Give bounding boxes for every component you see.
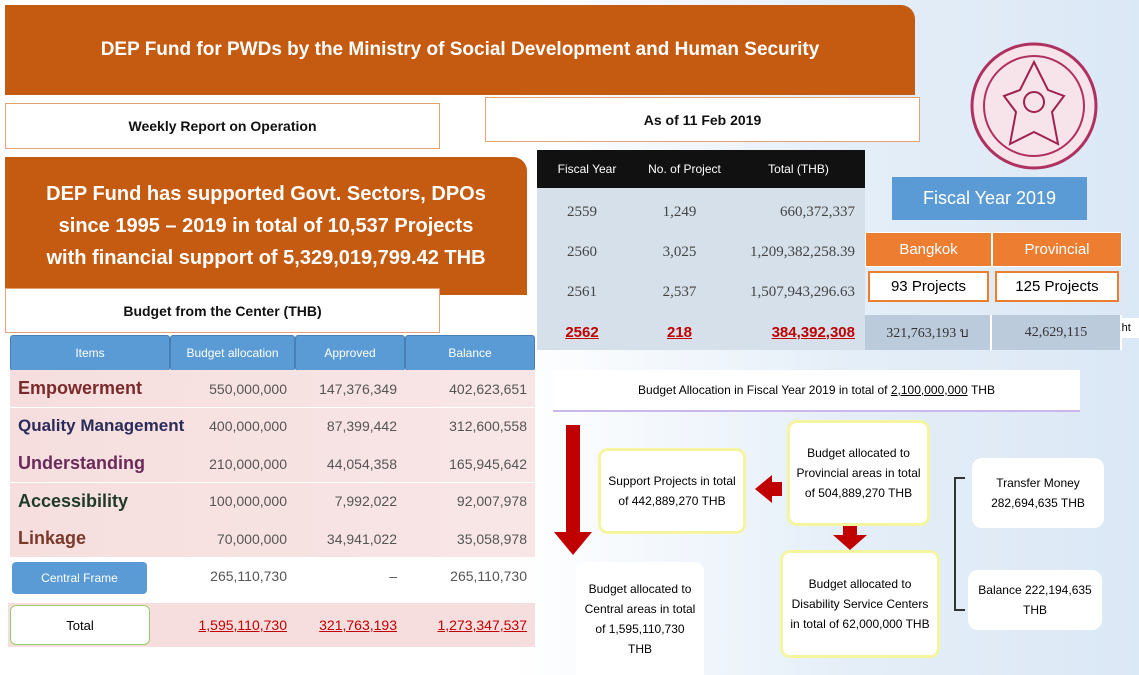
budget-value: 34,941,022 [326,530,397,547]
fiscal-header: No. of Project [637,150,732,188]
item-name: Quality Management [18,416,185,435]
fiscal-cell: 2,537 [662,283,697,300]
row-bg: Accessibility [10,482,535,520]
fiscal-cell: 3,025 [662,243,697,260]
budget-value: 165,945,642 [449,455,527,472]
item-name: Accessibility [18,490,129,511]
flow-arrows [554,425,965,611]
row-bg: Linkage [10,520,535,557]
item-name: Empowerment [18,378,143,398]
fiscal-cell: 2561 [567,283,597,300]
total-label: Total [10,605,150,645]
fy-column: Bangkok [865,232,992,267]
fiscal-cell: 1,209,382,258.39 [750,243,855,260]
fy-column: Provincial [992,232,1122,267]
row-bg: Empowerment [10,370,535,407]
central-box: Budget allocated to Central areas in tot… [576,562,704,675]
provincial-box: Budget allocated to Provincial areas in … [787,420,930,526]
budget-value: – [389,568,397,584]
total-value: 1,273,347,537 [437,617,527,633]
budget-header: Budget allocation [170,335,295,371]
budget-value: 400,000,000 [209,418,287,434]
budget-value: 87,399,442 [326,418,397,434]
budget-header: Items [10,335,170,371]
centers-box: Budget allocated to Disability Service C… [780,550,940,658]
item-name: Linkage [18,528,87,548]
row-bg: Understanding [10,445,535,482]
summary: DEP Fund has supported Govt. Sectors, DP… [5,157,527,295]
item-button: Central Frame [12,561,147,594]
allocation-unit: THB [970,383,995,397]
report-date: As of 11 Feb 2019 [485,97,920,142]
budget-value: 100,000,000 [209,493,287,509]
row-bg: Quality Management [10,407,535,445]
fiscal-cell: 1,507,943,296.63 [750,283,855,300]
budget-value: 35,058,978 [456,530,527,547]
budget-value: 147,376,349 [319,380,397,397]
fiscal-header: Total (THB) [732,150,865,188]
total-value: 1,595,110,730 [198,617,288,633]
fiscal-cell: 660,372,337 [780,203,855,220]
budget-value: 550,000,000 [209,380,287,397]
fiscal-cell: 1,249 [662,203,697,220]
budget-title: Budget from the Center (THB) [5,288,440,333]
header-title: DEP Fund for PWDs by the Ministry of Soc… [5,5,915,95]
support-box: Support Projects in total of 442,889,270… [598,448,746,534]
weekly-report: Weekly Report on Operation [5,103,440,149]
fy-amount: 42,629,115 [992,315,1122,350]
allocation-title-prefix: Budget Allocation in Fiscal Year 2019 in… [638,383,888,397]
allocation-amount: 2,100,000,000 [890,383,968,397]
budget-value: 70,000,000 [216,530,287,547]
fiscal-cell: 384,392,308 [771,323,855,341]
budget-value: 92,007,978 [456,493,527,509]
budget-value: 265,110,730 [450,568,527,584]
allocation-title: Budget Allocation in Fiscal Year 2019 in… [553,370,1080,412]
budget-value: 210,000,000 [209,455,287,472]
fiscal-cell: 2562 [565,323,599,341]
budget-value: 402,623,651 [449,380,527,397]
budget-value: 7,992,022 [334,493,397,509]
fiscal-cell: 218 [666,323,693,341]
budget-value: 265,110,730 [210,568,287,584]
total-value: 321,763,193 [319,617,397,633]
fy-amount: 321,763,193 บ [865,315,992,350]
fiscal-header: Fiscal Year [537,150,637,188]
budget-value: 312,600,558 [449,418,527,434]
balance-box: Balance 222,194,635 THB [968,570,1102,630]
fy-projects: 125 Projects [995,271,1119,302]
fiscal-cell: 2559 [567,203,597,220]
budget-header: Approved [295,335,405,371]
transfer-box: Transfer Money 282,694,635 THB [972,458,1104,528]
budget-header: Balance [405,335,535,371]
emblem [970,42,1098,170]
fy-title: Fiscal Year 2019 [892,177,1087,220]
fy-projects: 93 Projects [868,271,989,302]
fiscal-cell: 2560 [567,243,597,260]
budget-value: 44,054,358 [326,455,397,472]
item-name: Understanding [18,453,146,473]
